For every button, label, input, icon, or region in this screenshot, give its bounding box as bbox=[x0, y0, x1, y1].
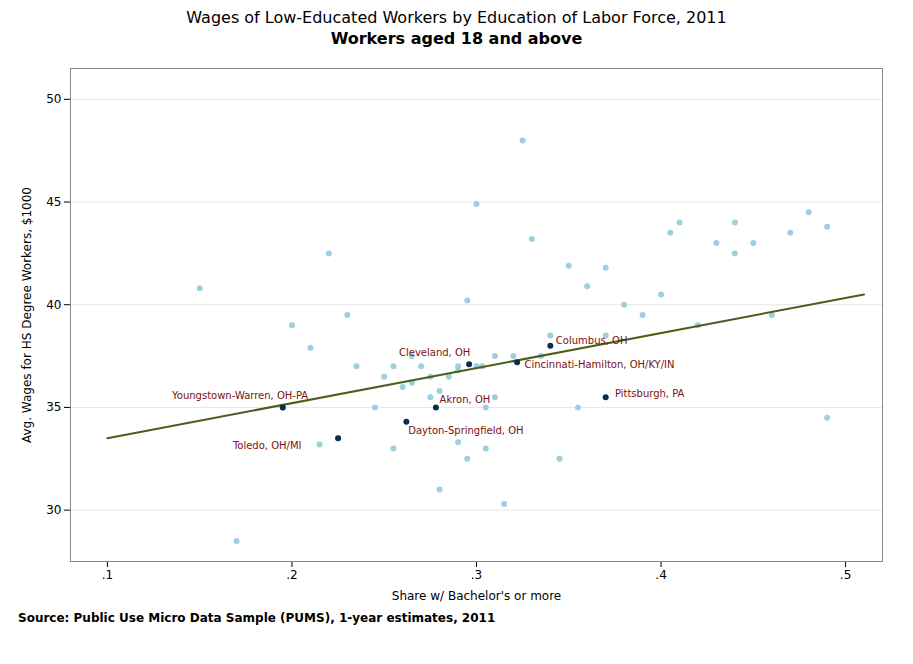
html-text:Wages of Low-Educated Workers: Wages of Low-Educated Workers by Educati… bbox=[186, 8, 727, 27]
svg-text:Share w/ Bachelor's or more: Share w/ Bachelor's or more bbox=[392, 589, 561, 603]
svg-text:35: 35 bbox=[46, 400, 61, 414]
svg-text:Dayton-Springfield, OH: Dayton-Springfield, OH bbox=[408, 425, 523, 436]
svg-text:.1: .1 bbox=[102, 568, 113, 582]
svg-text:50: 50 bbox=[46, 92, 61, 106]
svg-text:Cincinnati-Hamilton, OH/KY/IN: Cincinnati-Hamilton, OH/KY/IN bbox=[524, 359, 674, 370]
svg-text:Cleveland, OH: Cleveland, OH bbox=[399, 347, 470, 358]
svg-text:.4: .4 bbox=[655, 568, 666, 582]
svg-text:Avg. Wages for HS Degree Worke: Avg. Wages for HS Degree Workers, $1000 bbox=[20, 187, 34, 443]
svg-text:Youngstown-Warren, OH-PA: Youngstown-Warren, OH-PA bbox=[171, 390, 308, 401]
svg-text:.3: .3 bbox=[471, 568, 482, 582]
svg-text:30: 30 bbox=[46, 503, 61, 517]
html-text:Workers aged 18 and above: Workers aged 18 and above bbox=[330, 29, 583, 48]
html-text:Source: Public Use Micro Data: Source: Public Use Micro Data Sample (PU… bbox=[18, 611, 496, 625]
svg-text:Columbus, OH: Columbus, OH bbox=[556, 335, 628, 346]
svg-text:40: 40 bbox=[46, 298, 61, 312]
svg-text:Toledo, OH/MI: Toledo, OH/MI bbox=[232, 440, 302, 451]
svg-text:Akron, OH: Akron, OH bbox=[440, 394, 491, 405]
svg-text:.2: .2 bbox=[286, 568, 297, 582]
svg-text:Pittsburgh, PA: Pittsburgh, PA bbox=[615, 388, 685, 399]
svg-text:45: 45 bbox=[46, 195, 61, 209]
svg-text:.5: .5 bbox=[840, 568, 851, 582]
